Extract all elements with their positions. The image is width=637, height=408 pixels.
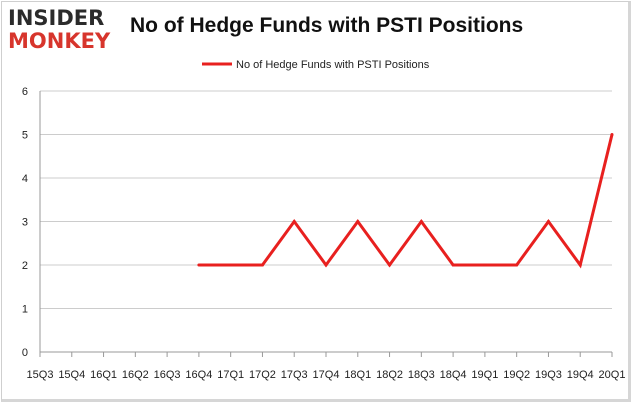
data-point [578,263,582,267]
data-point [324,263,328,267]
x-tick-label: 19Q1 [471,369,498,381]
legend: No of Hedge Funds with PSTI Positions [202,59,430,71]
x-tick-label: 17Q3 [281,369,308,381]
data-point [610,133,614,136]
y-tick-label: 6 [22,86,28,98]
x-tick-label: 18Q2 [376,369,403,381]
x-tick-label: 16Q3 [154,369,181,381]
x-tick-label: 15Q4 [58,369,85,381]
y-tick-label: 5 [22,130,28,142]
y-tick-label: 4 [22,173,28,185]
x-tick-label: 15Q3 [27,369,54,381]
y-tick-label: 2 [22,260,28,272]
data-point [292,220,296,223]
y-tick-label: 0 [22,347,28,359]
x-tick-label: 19Q4 [567,369,594,381]
x-tick-label: 18Q3 [408,369,435,381]
data-point [229,263,233,267]
insider-monkey-logo: INSIDER MONKEY [8,6,112,56]
data-point [197,263,201,267]
x-tick-label: 18Q1 [344,369,371,381]
chart-title: No of Hedge Funds with PSTI Positions [130,14,524,37]
data-point [451,263,455,267]
chart-frame [1,1,631,402]
legend-label: No of Hedge Funds with PSTI Positions [236,59,430,71]
x-tick-label: 19Q2 [503,369,530,381]
data-point [356,220,360,223]
logo-line-1: INSIDER [8,6,105,30]
data-point [483,263,487,267]
data-point [260,263,264,267]
x-tick-label: 19Q3 [535,369,562,381]
data-point [419,220,423,223]
x-tick-label: 18Q4 [440,369,467,381]
x-tick-label: 17Q2 [249,369,276,381]
x-tick-label: 17Q1 [217,369,244,381]
data-point [388,263,392,267]
data-point [515,263,519,267]
y-tick-label: 1 [22,304,28,316]
x-tick-label: 20Q1 [599,369,626,381]
logo-line-2: MONKEY [8,29,111,53]
x-tick-label: 16Q2 [122,369,149,381]
x-tick-label: 17Q4 [313,369,340,381]
data-point [546,220,550,223]
y-tick-label: 3 [22,217,28,229]
x-tick-label: 16Q1 [90,369,117,381]
x-tick-label: 16Q4 [185,369,212,381]
series-line [198,134,614,269]
